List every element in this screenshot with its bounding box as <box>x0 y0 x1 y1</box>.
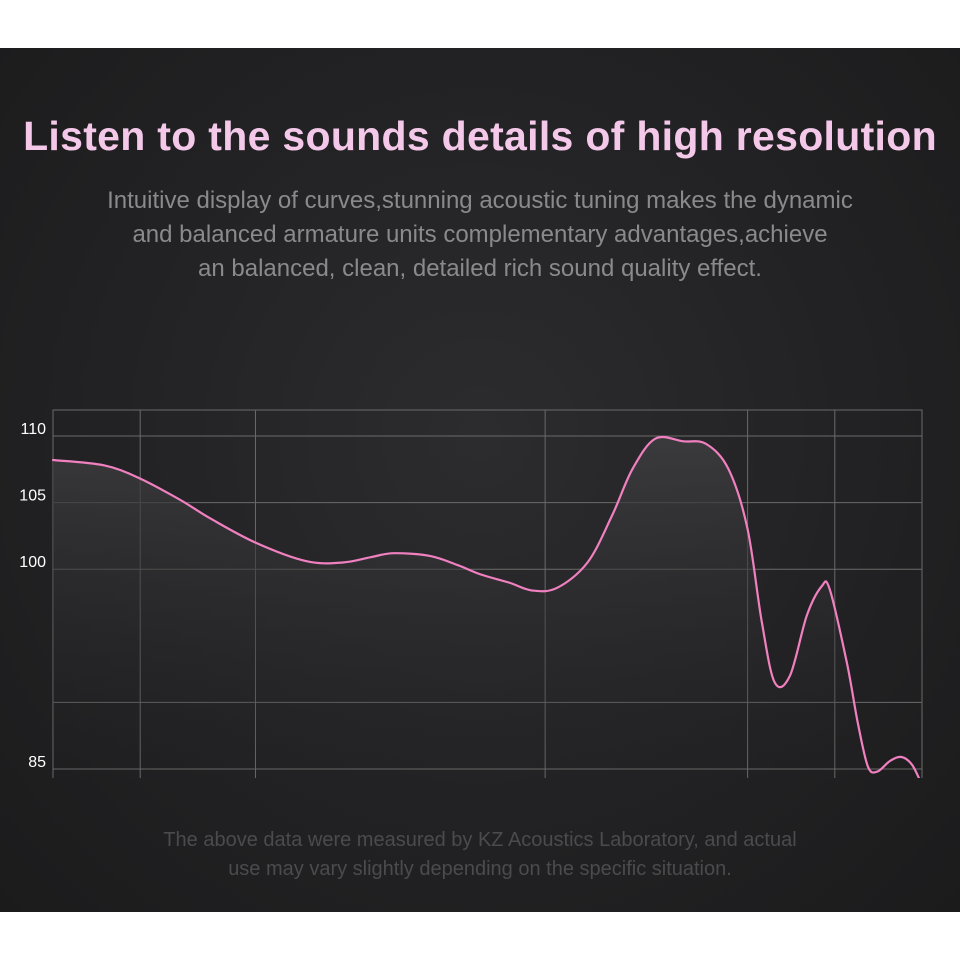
y-tick-label: 110 <box>20 421 46 438</box>
footnote: The above data were measured by KZ Acous… <box>80 826 880 884</box>
footnote-line: The above data were measured by KZ Acous… <box>163 829 797 851</box>
curve-area-fill <box>53 436 919 778</box>
dark-panel: Listen to the sounds details of high res… <box>0 48 960 912</box>
y-tick-labels: 110 105 100 85 <box>19 421 46 771</box>
subtitle-line: an balanced, clean, detailed rich sound … <box>198 255 762 282</box>
subtitle-line: and balanced armature units complementar… <box>132 221 828 248</box>
y-tick-label: 105 <box>19 488 46 505</box>
headline: Listen to the sounds details of high res… <box>23 113 937 159</box>
y-tick-label: 100 <box>19 554 46 571</box>
footnote-line: use may vary slightly depending on the s… <box>228 858 732 880</box>
frequency-response-line <box>51 435 921 778</box>
subtitle-line: Intuitive display of curves,stunning aco… <box>107 187 853 214</box>
subtitle: Intuitive display of curves,stunning aco… <box>40 184 920 286</box>
y-tick-label: 85 <box>28 754 46 771</box>
